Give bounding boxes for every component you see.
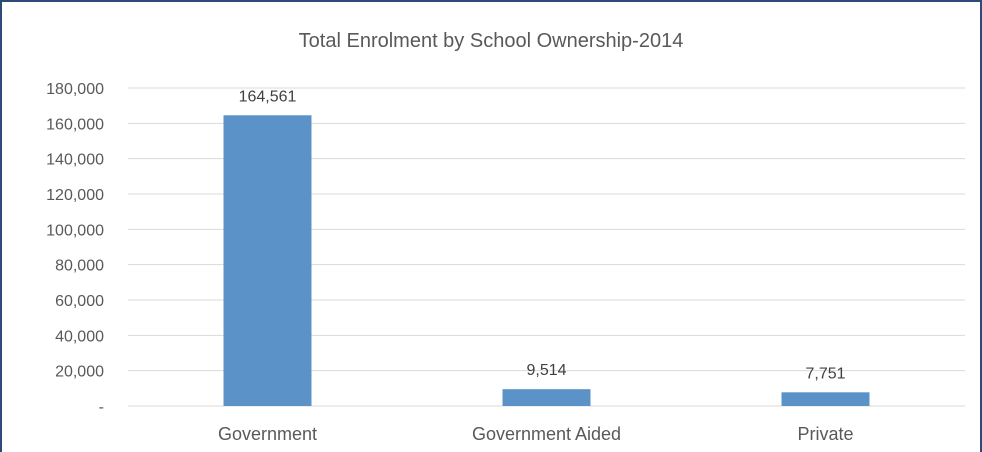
bars — [223, 115, 870, 406]
data-label: 9,514 — [526, 362, 566, 379]
x-category-label: Government Aided — [472, 424, 621, 444]
x-axis-category-labels: Government Government Aided Private — [218, 424, 854, 444]
y-tick-label: 40,000 — [55, 328, 104, 345]
y-tick-label: 120,000 — [46, 187, 104, 204]
y-tick-label: 100,000 — [46, 222, 104, 239]
y-tick-label: 180,000 — [46, 81, 104, 98]
y-tick-label: 60,000 — [55, 293, 104, 310]
chart-title: Total Enrolment by School Ownership-2014 — [298, 30, 684, 52]
y-axis-tick-labels: - 20,000 40,000 60,000 80,000 100,000 120,000 1… — [46, 81, 104, 416]
y-tick-label: 80,000 — [55, 258, 104, 275]
data-labels: 164,561 9,514 7,751 — [239, 88, 846, 382]
bar — [223, 115, 312, 406]
data-label: 164,561 — [239, 88, 297, 105]
y-tick-label: 20,000 — [55, 364, 104, 381]
bar — [502, 389, 591, 406]
y-tick-label: 160,000 — [46, 116, 104, 133]
x-category-label: Government — [218, 424, 317, 444]
bar — [781, 392, 870, 406]
data-label: 7,751 — [805, 365, 845, 382]
x-category-label: Private — [797, 424, 853, 444]
y-tick-label: - — [99, 399, 104, 416]
y-tick-label: 140,000 — [46, 152, 104, 169]
